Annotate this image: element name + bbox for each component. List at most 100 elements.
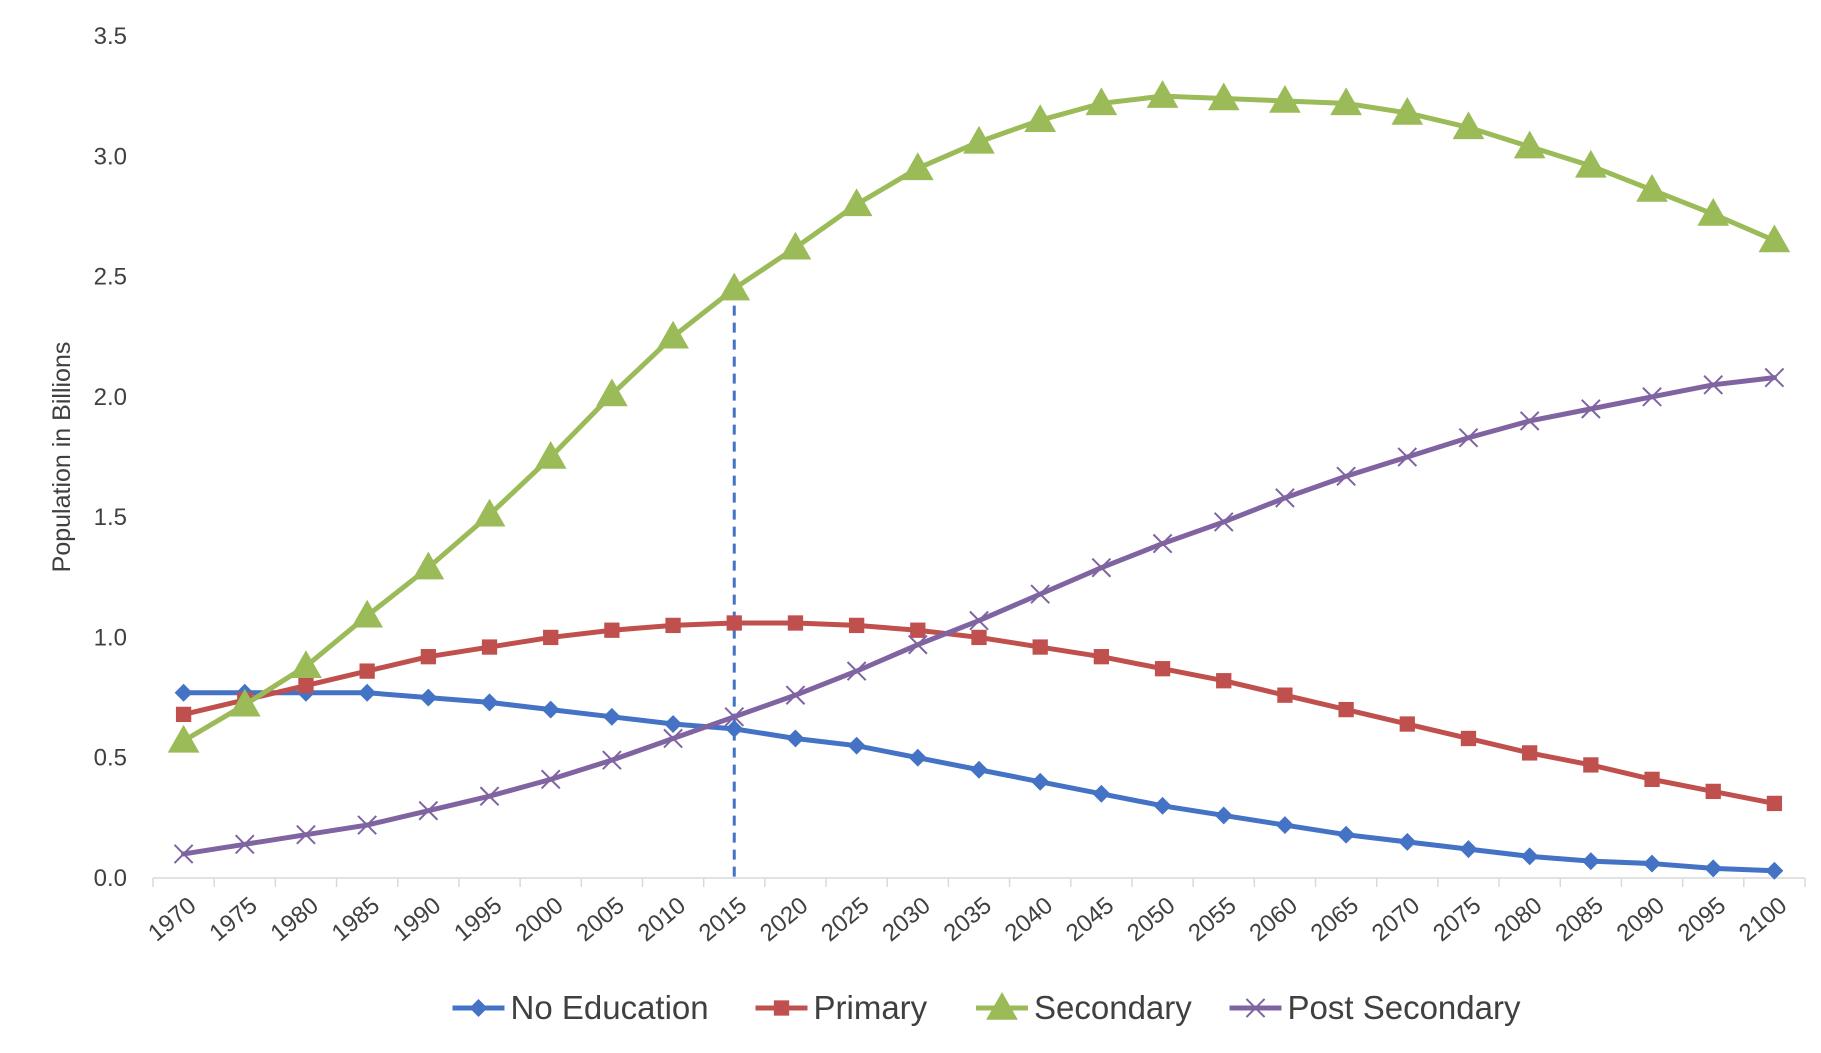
- data-point-triangle: [290, 650, 322, 679]
- data-point-x: [1030, 584, 1050, 604]
- data-point-diamond: [480, 693, 499, 712]
- data-point-square: [175, 706, 192, 723]
- x-tick-label: 2060: [1245, 892, 1303, 947]
- data-point-diamond: [1092, 784, 1111, 803]
- data-point-diamond: [1275, 816, 1294, 835]
- data-point-square: [910, 622, 926, 638]
- x-tick-label: 1980: [266, 892, 324, 947]
- data-point-diamond: [908, 748, 927, 767]
- series-group: [167, 80, 1791, 880]
- data-point-diamond: [1704, 859, 1723, 878]
- data-point-x: [234, 834, 255, 855]
- data-point-x: [1703, 375, 1724, 395]
- series-secondary: [167, 80, 1791, 753]
- axis-lines: [152, 877, 1806, 887]
- data-point-x: [173, 844, 194, 864]
- series-post-secondary: [173, 367, 1785, 864]
- x-tick-label: 2055: [1183, 892, 1241, 947]
- x-tick-label: 2010: [633, 892, 691, 947]
- data-point-diamond: [1643, 854, 1661, 873]
- data-point-square: [1705, 783, 1721, 800]
- data-point-triangle: [1024, 104, 1057, 132]
- data-point-triangle: [840, 188, 873, 217]
- data-point-triangle: [1758, 224, 1791, 253]
- data-point-triangle: [412, 551, 445, 580]
- data-point-square: [1766, 795, 1783, 812]
- y-tick-label: 0.5: [94, 745, 127, 772]
- data-point-x: [1764, 367, 1785, 388]
- data-point-diamond: [664, 715, 683, 733]
- data-point-square: [726, 615, 742, 631]
- x-tick-label: 2015: [694, 892, 752, 947]
- data-point-square: [773, 1000, 790, 1016]
- data-point-square: [1460, 730, 1477, 747]
- data-point-triangle: [1207, 82, 1240, 111]
- data-point-triangle: [473, 498, 506, 527]
- data-point-square: [1032, 639, 1048, 655]
- data-point-diamond: [541, 700, 560, 719]
- data-point-triangle: [963, 125, 995, 154]
- y-tick-label: 2.0: [94, 384, 127, 411]
- data-point-triangle: [779, 231, 812, 260]
- y-axis-title-group: Population in Billions: [48, 342, 76, 573]
- legend-entry-primary: Primary: [755, 989, 928, 1026]
- x-tick-label: 2080: [1489, 892, 1547, 947]
- x-tick-label: 2100: [1734, 892, 1792, 947]
- x-tick-label: 2065: [1306, 892, 1364, 947]
- data-point-square: [665, 617, 681, 634]
- data-point-triangle: [657, 320, 689, 349]
- x-tick-label: 2000: [510, 892, 568, 947]
- data-point-diamond: [847, 736, 866, 755]
- x-tick-label: 2095: [1673, 892, 1731, 947]
- data-point-x: [540, 769, 561, 790]
- x-tick-label: 2040: [1000, 892, 1058, 947]
- data-point-square: [1644, 771, 1660, 788]
- data-point-x: [724, 707, 745, 727]
- data-point-x: [785, 685, 806, 705]
- data-point-square: [1216, 673, 1232, 689]
- data-point-x: [1091, 557, 1112, 578]
- data-point-square: [971, 629, 987, 646]
- data-point-square: [1154, 661, 1171, 677]
- legend-label: No Education: [511, 989, 709, 1026]
- x-tick-label: 1970: [143, 892, 201, 947]
- data-point-triangle: [986, 991, 1018, 1020]
- data-point-triangle: [596, 378, 628, 407]
- data-point-x: [1152, 533, 1173, 554]
- data-point-diamond: [1581, 852, 1600, 871]
- data-point-diamond: [1031, 772, 1050, 791]
- data-point-triangle: [1574, 149, 1607, 178]
- legend-label: Secondary: [1034, 989, 1192, 1026]
- data-point-triangle: [534, 440, 567, 469]
- data-point-triangle: [1085, 87, 1118, 116]
- legend-entry-post-secondary: Post Secondary: [1229, 989, 1521, 1026]
- data-point-diamond: [419, 688, 438, 707]
- data-point-triangle: [167, 724, 200, 753]
- data-point-diamond: [358, 683, 377, 702]
- data-point-square: [1277, 687, 1293, 703]
- data-point-diamond: [970, 760, 988, 779]
- data-point-square: [1338, 701, 1354, 718]
- data-point-diamond: [1214, 806, 1233, 825]
- data-point-x: [479, 786, 500, 807]
- data-point-square: [359, 663, 375, 679]
- data-point-triangle: [1391, 96, 1424, 125]
- data-point-diamond: [469, 999, 488, 1017]
- data-point-x: [908, 634, 928, 655]
- data-point-x: [602, 750, 622, 770]
- data-point-diamond: [1398, 832, 1417, 851]
- data-point-triangle: [1452, 111, 1485, 140]
- data-point-triangle: [1636, 173, 1668, 202]
- data-point-square: [420, 649, 436, 665]
- data-point-x: [846, 661, 867, 681]
- x-tick-label: 2075: [1428, 892, 1486, 947]
- data-point-x: [1397, 447, 1418, 467]
- legend-label: Primary: [814, 989, 928, 1026]
- data-point-x: [1213, 512, 1234, 532]
- data-point-x: [1519, 411, 1540, 431]
- legend: No Education Primary Secondary Post Seconda…: [452, 989, 1521, 1026]
- x-tick-label: 2090: [1612, 892, 1670, 947]
- data-point-square: [481, 639, 498, 655]
- data-point-x: [1642, 387, 1662, 407]
